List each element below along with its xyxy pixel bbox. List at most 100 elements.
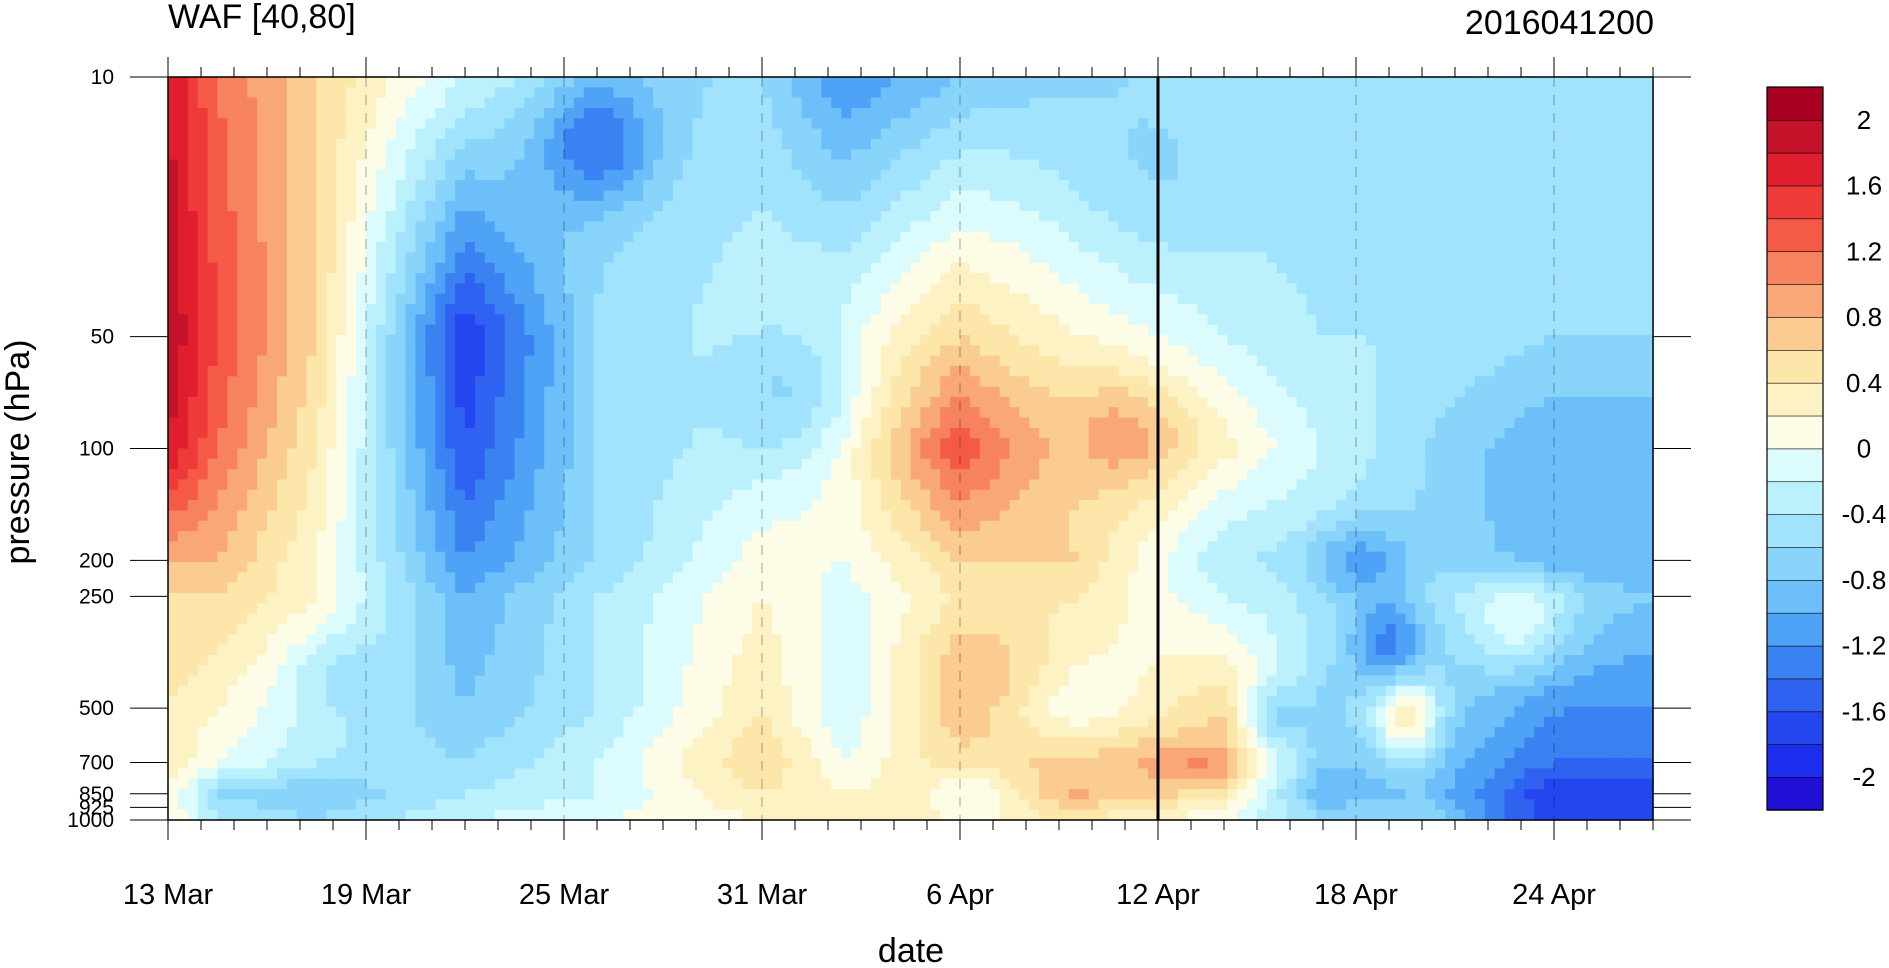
contour-cell [851,262,862,274]
contour-cell [455,345,466,357]
contour-cell [1613,87,1624,99]
contour-cell [1385,169,1397,181]
contour-cell [979,169,991,181]
contour-cell [930,77,941,88]
contour-cell [633,87,644,99]
contour-cell [1118,231,1129,243]
contour-cell [752,293,763,305]
contour-cell [1217,180,1228,192]
contour-cell [415,242,426,254]
contour-cell [267,77,278,88]
contour-cell [1524,107,1535,119]
contour-cell [1049,159,1060,171]
contour-cell [672,107,684,119]
contour-cell [1583,242,1595,254]
contour-cell [237,345,248,357]
contour-cell [395,334,407,346]
contour-cell [247,252,258,264]
contour-cell [366,107,377,119]
contour-cell [1118,190,1129,202]
contour-cell [910,355,921,367]
contour-cell [960,77,971,88]
contour-cell [1484,231,1496,243]
contour-cell [1316,138,1327,150]
contour-cell [1583,293,1595,305]
contour-cell [1266,252,1278,264]
contour-cell [237,314,248,326]
contour-cell [1049,304,1060,315]
contour-cell [1474,211,1486,223]
contour-cell [900,149,912,161]
contour-cell [1009,169,1020,181]
contour-cell [1356,386,1367,398]
contour-cell [831,190,842,202]
contour-cell [1207,118,1218,130]
contour-cell [1177,221,1189,233]
contour-cell [1217,386,1228,398]
contour-cell [1247,386,1258,398]
contour-cell [1257,77,1268,88]
contour-cell [306,180,318,192]
contour-cell [1613,355,1624,367]
contour-cell [1296,221,1308,233]
contour-cell [375,396,387,408]
contour-cell [692,118,704,130]
contour-cell [445,190,456,202]
contour-cell [1177,252,1189,264]
contour-cell [801,273,813,284]
contour-cell [1257,273,1268,284]
contour-cell [1029,211,1040,223]
contour-cell [663,149,674,161]
contour-cell [1643,107,1654,119]
contour-cell [1385,283,1397,295]
contour-cell [1187,376,1199,388]
contour-cell [1177,200,1189,212]
contour-cell [1207,355,1218,367]
contour-cell [583,221,595,233]
contour-cell [375,138,387,150]
contour-cell [791,231,803,243]
contour-cell [841,386,852,398]
contour-cell [187,365,199,377]
contour-cell [326,252,337,264]
contour-cell [296,77,308,88]
contour-cell [445,407,456,419]
contour-cell [861,200,872,212]
contour-cell [712,200,723,212]
contour-cell [1177,407,1189,419]
contour-cell [1098,190,1110,202]
contour-cell [969,149,981,161]
contour-cell [415,190,426,202]
contour-cell [1167,169,1179,181]
contour-cell [1019,355,1030,367]
contour-cell [583,107,595,119]
contour-cell [999,77,1011,88]
contour-cell [1158,293,1169,305]
contour-cell [1029,365,1040,377]
contour-cell [346,376,357,388]
contour-cell [296,231,308,243]
contour-cell [326,118,337,130]
contour-cell [237,273,248,284]
contour-cell [1474,77,1486,88]
contour-cell [385,324,397,336]
contour-cell [1187,262,1199,274]
contour-cell [1306,324,1317,336]
contour-cell [1336,355,1347,367]
contour-cell [1316,107,1327,119]
contour-cell [930,355,941,367]
contour-cell [573,221,585,233]
contour-cell [1623,118,1634,130]
contour-cell [1524,396,1535,408]
contour-cell [910,107,921,119]
contour-cell [692,365,704,377]
contour-cell [1593,273,1605,284]
contour-cell [1049,118,1060,130]
contour-cell [1316,118,1327,130]
contour-cell [1346,149,1357,161]
contour-cell [1455,293,1466,305]
contour-cell [692,200,704,212]
contour-cell [197,87,209,99]
contour-cell [296,262,308,274]
contour-cell [276,159,288,171]
